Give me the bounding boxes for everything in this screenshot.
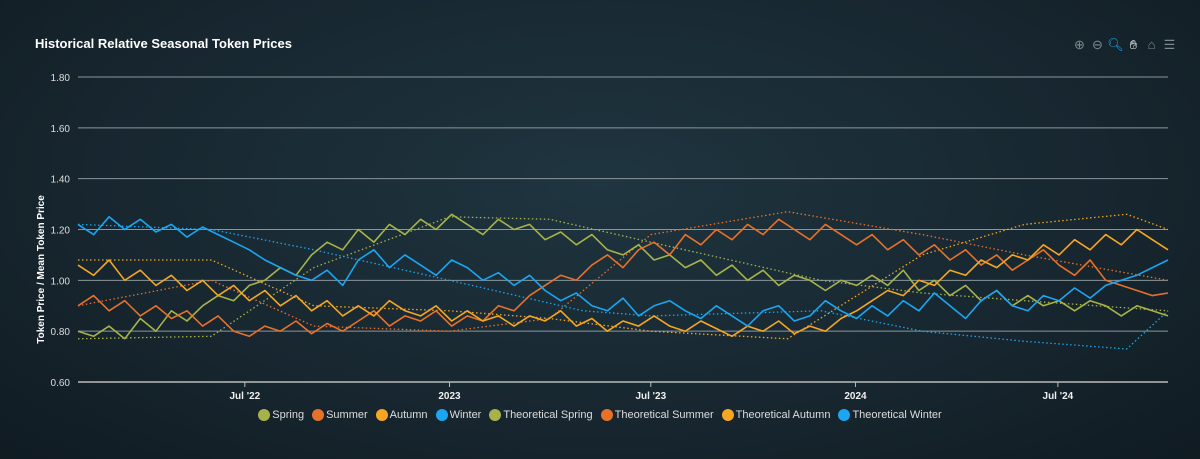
chart-plot: 0.60 0.80 1.00 1.20 1.40 1.60 1.80 Jul '22 2023 J… — [36, 73, 1169, 402]
legend-item-summer[interactable]: Summer — [312, 409, 368, 421]
chart-title: Historical Relative Seasonal Token Price… — [35, 36, 292, 51]
y-tick-label: 1.80 — [51, 73, 71, 84]
legend-marker-icon — [838, 409, 851, 421]
chart-legend: Spring Summer Autumn Winter Theoretical Spri… — [0, 409, 1200, 421]
y-tick-label: 1.40 — [51, 175, 71, 186]
zoom-in-icon[interactable]: ⊕ — [1074, 36, 1085, 52]
x-tick-label: 2024 — [844, 391, 867, 402]
legend-label: Summer — [326, 409, 368, 421]
legend-label: Autumn — [389, 409, 428, 421]
legend-marker-icon — [258, 409, 271, 421]
y-axis-title: Token Price / Mean Token Price — [36, 195, 47, 344]
menu-icon[interactable]: ☰ — [1163, 36, 1176, 52]
legend-marker-icon — [312, 409, 325, 421]
series-summer — [77, 218, 1169, 338]
legend-item-theoretical-autumn[interactable]: Theoretical Autumn — [721, 409, 831, 421]
x-tick-label: Jul '24 — [1043, 391, 1074, 402]
legend-marker-icon — [600, 409, 613, 421]
legend-label: Theoretical Summer — [614, 409, 714, 421]
x-tick-label: Jul '22 — [229, 391, 260, 402]
legend-marker-icon — [721, 409, 734, 421]
zoom-out-icon[interactable]: ⊖ — [1092, 36, 1103, 52]
y-tick-label: 1.20 — [51, 226, 71, 237]
legend-item-autumn[interactable]: Autumn — [375, 409, 428, 421]
y-tick-label: 1.00 — [51, 276, 71, 287]
legend-label: Theoretical Autumn — [735, 409, 831, 421]
legend-item-winter[interactable]: Winter — [435, 409, 482, 421]
y-tick-label: 0.60 — [51, 378, 71, 389]
legend-item-theoretical-winter[interactable]: Theoretical Winter — [838, 409, 942, 421]
theoretical-series-theoretical-spring — [77, 216, 1169, 340]
x-tick-label: Jul '23 — [635, 391, 666, 402]
legend-marker-icon — [489, 409, 502, 421]
selection-zoom-icon[interactable]: 🔍︎ — [1107, 36, 1124, 52]
x-tick-label: 2023 — [438, 391, 461, 402]
chart-toolbar: ⊕ ⊖ 🔍︎ ✋︎ ⌂ ☰ — [1072, 36, 1177, 53]
pan-hand-icon[interactable]: ✋︎ — [1129, 36, 1138, 52]
legend-label: Winter — [449, 409, 482, 421]
series-spring — [77, 213, 1169, 340]
series-autumn — [77, 228, 1169, 338]
legend-marker-icon — [435, 409, 448, 421]
legend-item-spring[interactable]: Spring — [258, 409, 304, 421]
legend-label: Theoretical Winter — [852, 409, 942, 421]
legend-marker-icon — [375, 409, 388, 421]
y-tick-label: 0.80 — [51, 327, 71, 338]
theoretical-series-theoretical-autumn — [78, 213, 1169, 340]
theoretical-series-theoretical-winter — [77, 223, 1169, 350]
legend-label: Spring — [272, 409, 305, 421]
series-winter — [77, 216, 1169, 327]
home-reset-icon[interactable]: ⌂ — [1147, 37, 1156, 52]
y-tick-label: 1.60 — [51, 124, 71, 135]
legend-item-theoretical-spring[interactable]: Theoretical Spring — [489, 409, 593, 421]
legend-item-theoretical-summer[interactable]: Theoretical Summer — [600, 409, 714, 421]
legend-label: Theoretical Spring — [503, 409, 593, 421]
